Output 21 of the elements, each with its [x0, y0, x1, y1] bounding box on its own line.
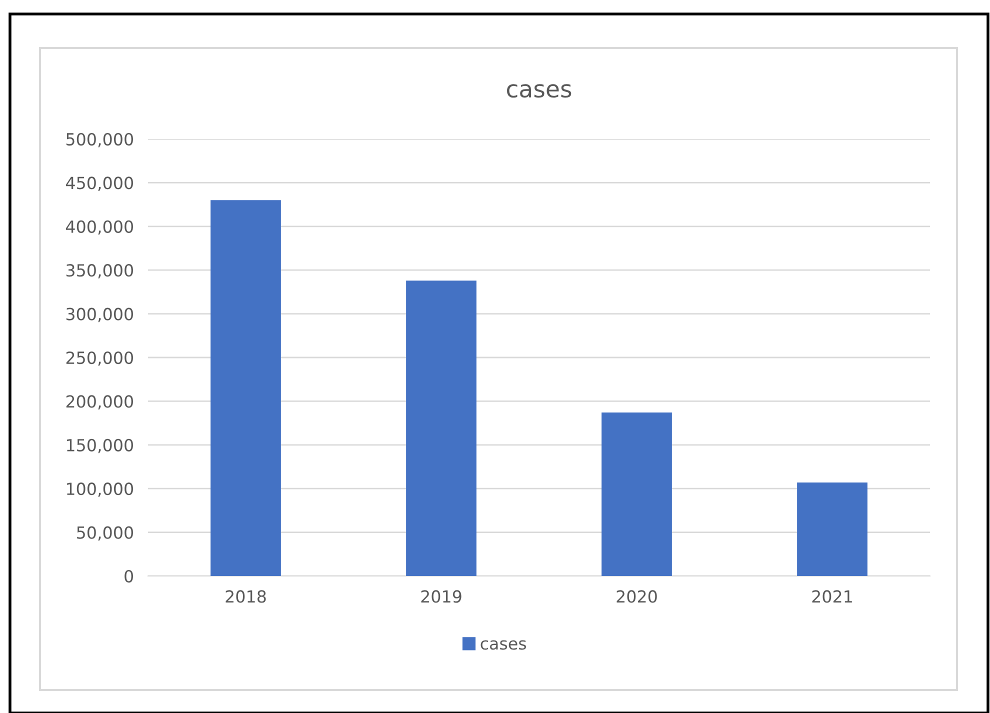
bar [406, 280, 476, 576]
y-tick-label: 200,000 [66, 395, 134, 410]
bar [602, 412, 672, 576]
y-tick-label: 500,000 [66, 132, 134, 148]
y-tick-label: 100,000 [67, 482, 134, 497]
x-tick-label: 2019 [421, 590, 462, 603]
y-tick-label: 50,000 [77, 526, 134, 541]
y-tick-label: 350,000 [66, 264, 134, 278]
chart-title: cases [507, 84, 572, 98]
x-tick-label: 2020 [616, 590, 657, 603]
y-tick-label: 300,000 [66, 308, 134, 322]
y-tick-label: 0 [124, 570, 134, 583]
y-tick-label: 450,000 [66, 176, 134, 191]
bar [797, 482, 868, 576]
legend-label: cases [480, 640, 526, 650]
y-tick-label: 400,000 [66, 220, 134, 235]
y-tick-label: 150,000 [67, 438, 134, 454]
x-tick-label: 2018 [226, 590, 266, 603]
x-tick-label: 2021 [812, 590, 852, 603]
y-tick-label: 250,000 [66, 351, 134, 366]
bar [210, 200, 281, 576]
